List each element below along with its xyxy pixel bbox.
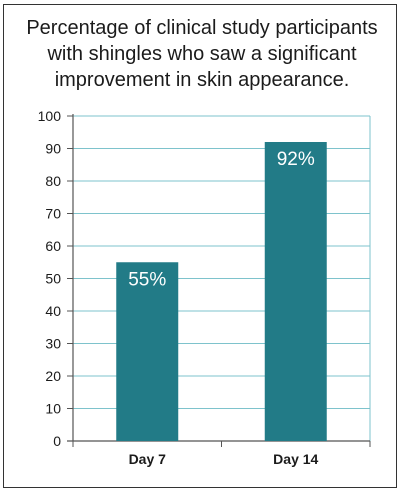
y-tick-label-60: 60	[45, 238, 61, 254]
y-tick-label-50: 50	[45, 271, 61, 287]
bar-2	[264, 142, 327, 441]
y-tick-label-70: 70	[45, 206, 61, 222]
y-tick-label-30: 30	[45, 336, 61, 352]
chart-title-line-1: Percentage of clinical study participant…	[26, 17, 378, 39]
chart-title-line-3: improvement in skin appearance.	[54, 69, 350, 91]
bar-1	[116, 262, 179, 441]
y-tick-label-20: 20	[45, 368, 61, 384]
y-tick-label-0: 0	[53, 433, 61, 449]
x-tick-label-1: Day 7	[129, 451, 167, 467]
y-tick-label-100: 100	[38, 108, 62, 124]
data-label-2: 92%	[277, 149, 315, 170]
chart-title: Percentage of clinical study participant…	[0, 15, 404, 93]
y-tick-label-10: 10	[45, 401, 61, 417]
y-tick-label-90: 90	[45, 141, 61, 157]
data-label-1: 55%	[128, 269, 166, 290]
x-tick-label-2: Day 14	[273, 451, 318, 467]
y-tick-label-40: 40	[45, 303, 61, 319]
y-tick-label-80: 80	[45, 173, 61, 189]
chart-title-line-2: with shingles who saw a significant	[47, 43, 357, 65]
